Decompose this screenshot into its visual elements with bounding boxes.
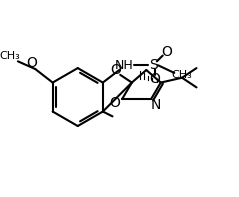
- Text: CH₃: CH₃: [172, 70, 192, 80]
- Text: N: N: [151, 98, 161, 112]
- Text: S: S: [149, 58, 158, 72]
- Text: O: O: [109, 96, 120, 110]
- Text: O: O: [161, 45, 172, 59]
- Text: O: O: [110, 63, 121, 77]
- Text: NH: NH: [115, 59, 133, 72]
- Text: O: O: [26, 56, 37, 70]
- Text: CH₃: CH₃: [0, 51, 21, 60]
- Text: O: O: [150, 72, 160, 86]
